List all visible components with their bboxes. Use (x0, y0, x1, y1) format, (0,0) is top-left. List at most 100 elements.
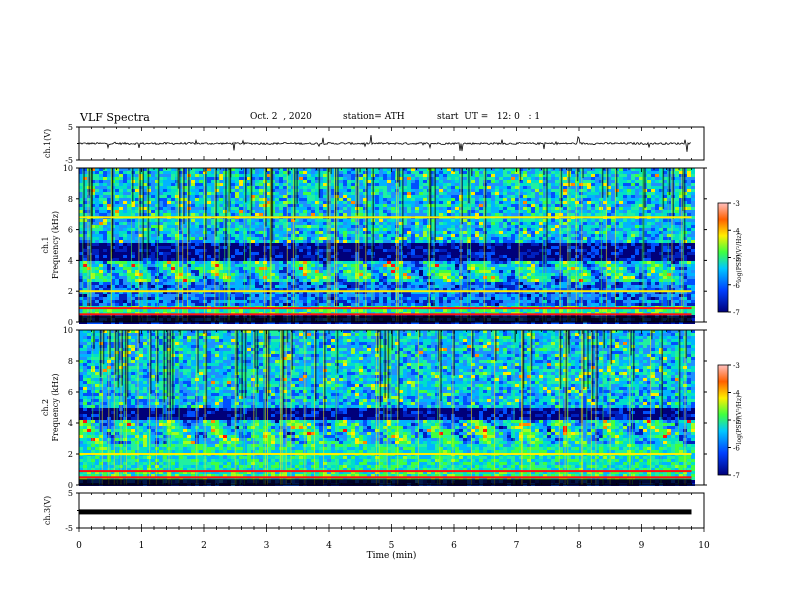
spec-cell (247, 252, 251, 255)
spec-cell (655, 249, 659, 252)
spec-cell (131, 234, 135, 237)
spec-cell (139, 240, 143, 243)
spec-cell (327, 222, 331, 225)
spec-cell (171, 177, 175, 180)
spec-cell (231, 231, 235, 234)
spec-cell (387, 168, 391, 171)
spec-cell (503, 258, 507, 261)
spec-cell (171, 183, 175, 186)
spec-cell (455, 228, 459, 231)
spec-cell (671, 231, 675, 234)
spec-cell (527, 195, 531, 198)
spec-cell (351, 240, 355, 243)
spec-cell (527, 210, 531, 213)
spec-cell (143, 231, 147, 234)
spec-cell (287, 234, 291, 237)
spec-cell (307, 189, 311, 192)
spec-cell (535, 177, 539, 180)
spec-cell (519, 252, 523, 255)
spec-cell (95, 207, 99, 210)
spec-cell (627, 240, 631, 243)
spec-cell (191, 243, 195, 246)
spec-cell (179, 240, 183, 243)
spec-cell (103, 219, 107, 222)
spec-cell (511, 261, 515, 264)
spec-cell (211, 186, 215, 189)
spec-cell (123, 207, 127, 210)
spec-cell (99, 234, 103, 237)
spec-cell (615, 240, 619, 243)
spec-cell (443, 192, 447, 195)
spec-cell (95, 228, 99, 231)
spec-cell (443, 237, 447, 240)
spec-cell (195, 186, 199, 189)
spec-cell (115, 252, 119, 255)
spec-cell (315, 258, 319, 261)
spec-cell (595, 180, 599, 183)
spec-cell (183, 261, 187, 264)
spec-cell (591, 207, 595, 210)
spec-cell (139, 213, 143, 216)
spec-cell (407, 192, 411, 195)
spec-cell (523, 171, 527, 174)
spec-cell (135, 171, 139, 174)
spec-cell (287, 204, 291, 207)
spec-cell (659, 198, 663, 201)
spec-cell (651, 231, 655, 234)
spec-cell (471, 177, 475, 180)
spec-cell (623, 180, 627, 183)
spec-cell (275, 243, 279, 246)
spec-cell (407, 207, 411, 210)
spec-cell (211, 225, 215, 228)
spec-cell (627, 189, 631, 192)
spec-cell (555, 177, 559, 180)
spec-cell (247, 177, 251, 180)
spec-cell (279, 231, 283, 234)
spec-cell (575, 255, 579, 258)
spec-cell (431, 243, 435, 246)
spec-cell (447, 261, 451, 264)
spec-cell (471, 234, 475, 237)
spec-cell (643, 222, 647, 225)
spec-cell (559, 213, 563, 216)
header-date: Oct. 2 , 2020 (250, 112, 312, 122)
spec-cell (367, 183, 371, 186)
spec-cell (423, 168, 427, 171)
spec-cell (479, 168, 483, 171)
spec-cell (435, 219, 439, 222)
spec-cell (163, 246, 167, 249)
spec-cell (571, 195, 575, 198)
spec-cell (127, 207, 131, 210)
spec-cell (679, 171, 683, 174)
spec-cell (603, 234, 607, 237)
spec-cell (247, 246, 251, 249)
spec-cell (683, 255, 687, 258)
spec-cell (587, 219, 591, 222)
spec-cell (191, 210, 195, 213)
spec-cell (163, 174, 167, 177)
spec-cell (551, 183, 555, 186)
spec-cell (315, 219, 319, 222)
spec-cell (651, 243, 655, 246)
spec-cell (551, 171, 555, 174)
spec-cell (687, 192, 691, 195)
spec-cell (643, 249, 647, 252)
spec-cell (587, 186, 591, 189)
spec-cell (667, 237, 671, 240)
spec-cell (539, 204, 543, 207)
spec-cell (255, 252, 259, 255)
spec-cell (495, 186, 499, 189)
spec-cell (587, 240, 591, 243)
spec-cell (455, 222, 459, 225)
spec-cell (287, 210, 291, 213)
spec-cell (355, 246, 359, 249)
spec-cell (83, 177, 87, 180)
spec-cell (295, 210, 299, 213)
spec-cell (467, 252, 471, 255)
spec-cell (503, 231, 507, 234)
spec-cell (411, 210, 415, 213)
spec-cell (455, 186, 459, 189)
spec-cell (447, 177, 451, 180)
spec-cell (183, 183, 187, 186)
spec-cell (475, 168, 479, 171)
